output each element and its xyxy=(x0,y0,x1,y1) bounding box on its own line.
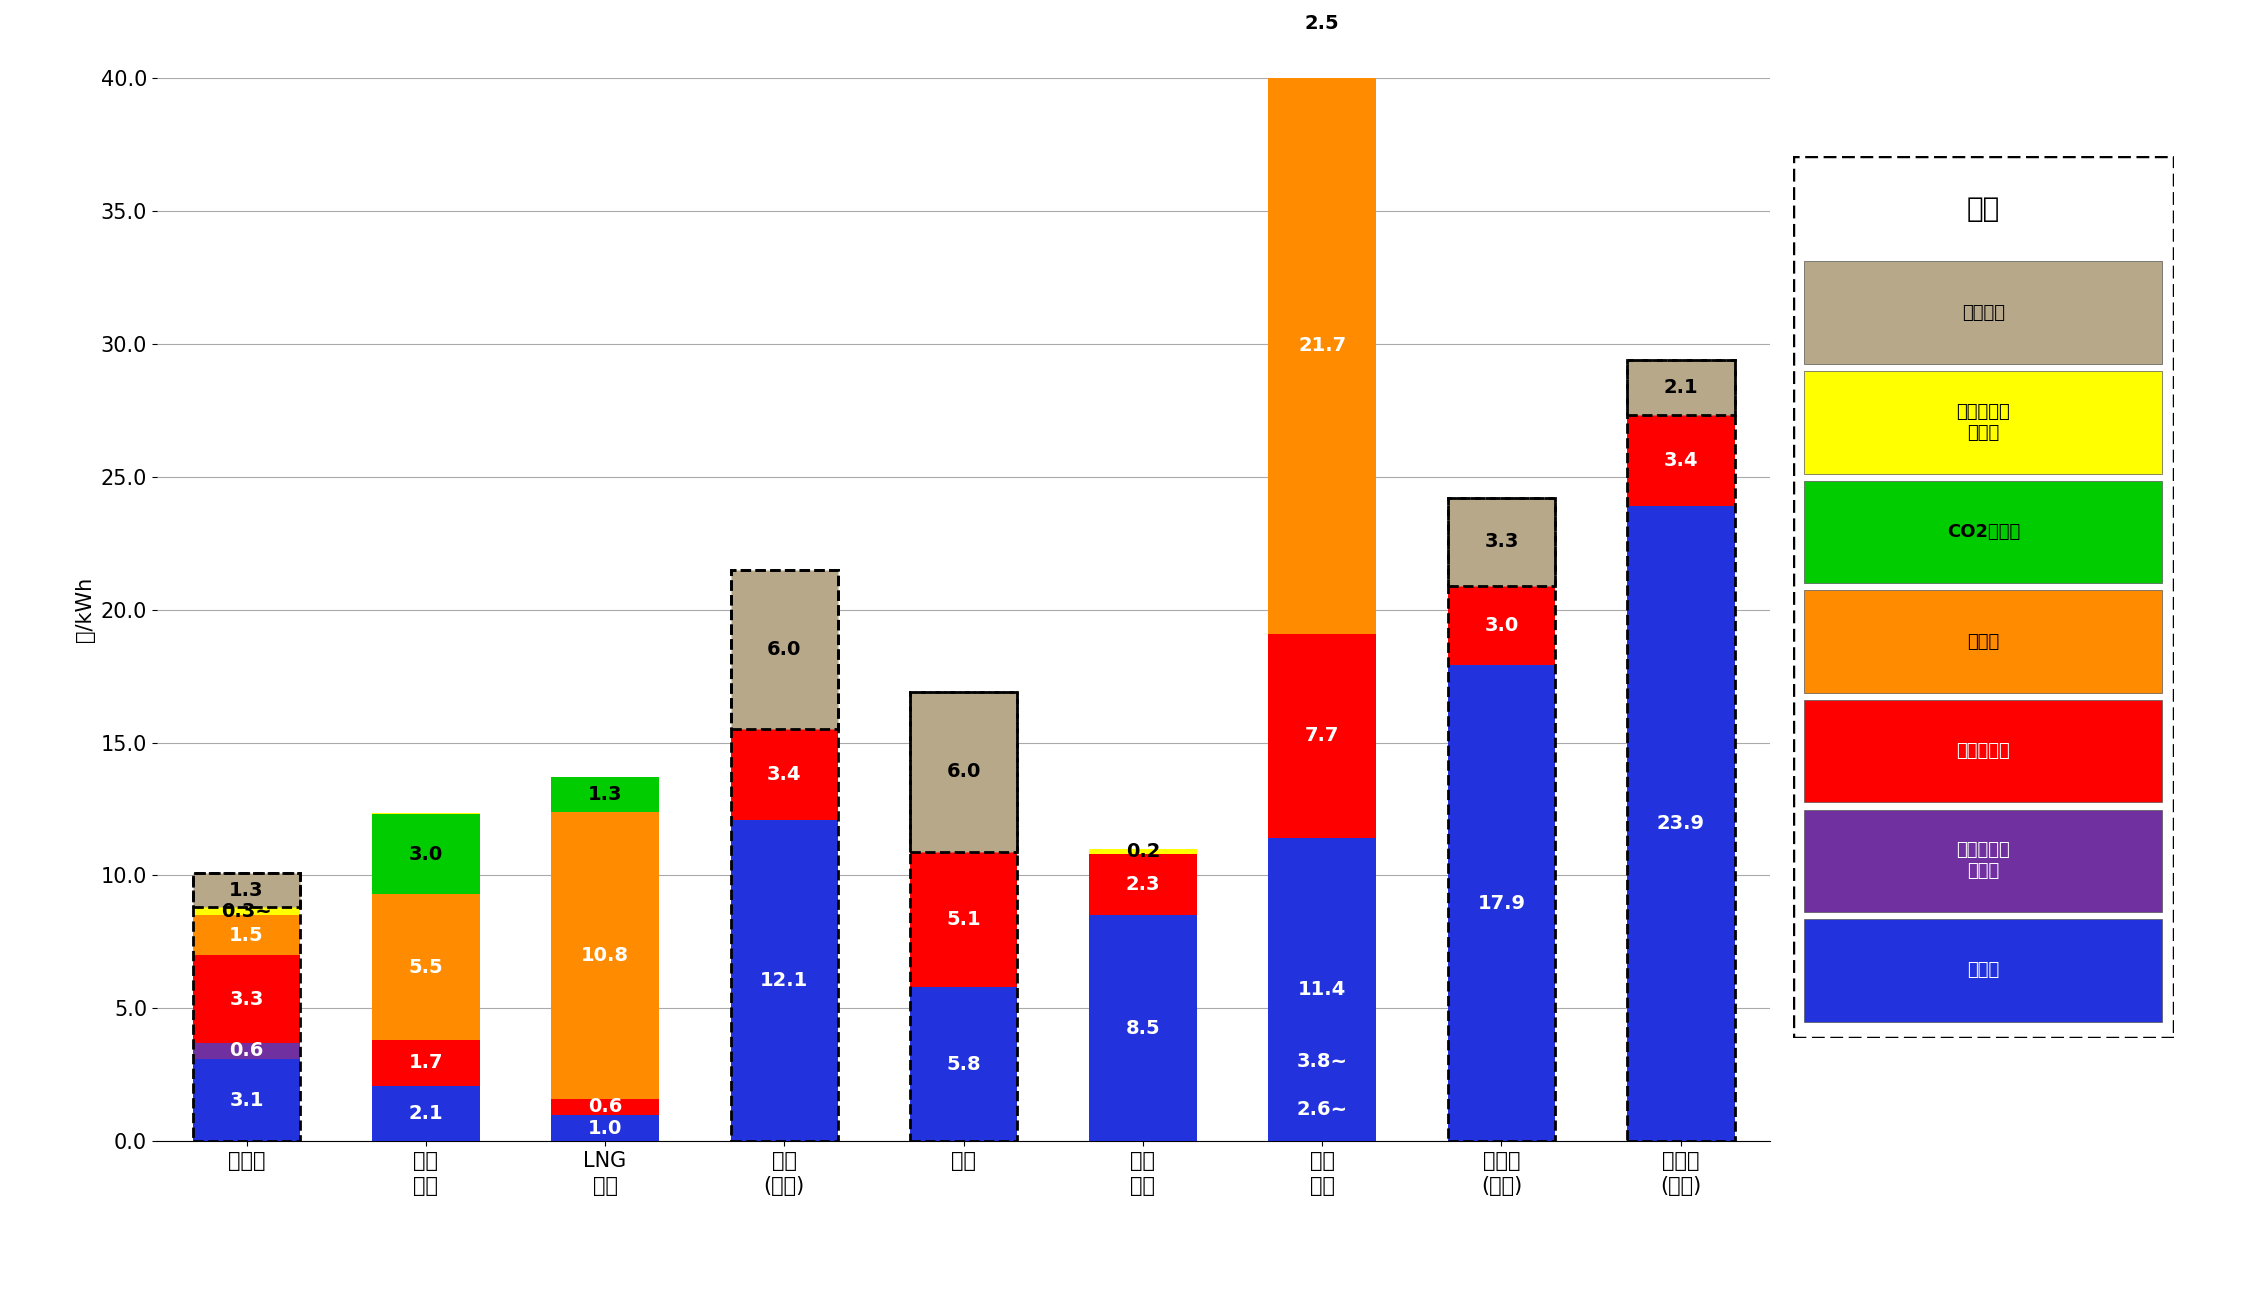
Bar xyxy=(193,908,300,916)
Bar xyxy=(551,1099,659,1115)
Bar xyxy=(193,955,300,1043)
Bar xyxy=(1268,0,1376,57)
Bar xyxy=(372,1086,480,1141)
Bar xyxy=(372,815,480,894)
Bar xyxy=(1089,850,1197,855)
Text: 3.4: 3.4 xyxy=(766,765,802,783)
Bar xyxy=(372,1040,480,1086)
Bar xyxy=(1804,481,2163,584)
Bar xyxy=(1804,920,2163,1022)
Bar xyxy=(1627,415,1735,506)
Text: 2.5: 2.5 xyxy=(1304,14,1340,32)
Bar xyxy=(551,777,659,812)
Bar xyxy=(1804,700,2163,803)
Bar xyxy=(193,1058,300,1141)
Text: 6.0: 6.0 xyxy=(946,763,982,781)
Text: 0.6: 0.6 xyxy=(587,1097,623,1117)
Text: 0.3~: 0.3~ xyxy=(222,901,271,921)
Bar xyxy=(1627,506,1735,1141)
Bar xyxy=(1089,855,1197,916)
Text: 3.1: 3.1 xyxy=(229,1091,264,1110)
Bar xyxy=(910,693,1017,852)
Text: 運転維持費: 運転維持費 xyxy=(1956,742,2010,760)
Text: 21.7: 21.7 xyxy=(1298,336,1347,354)
Text: 追加的安全
対策費: 追加的安全 対策費 xyxy=(1956,842,2010,881)
Text: 1.3: 1.3 xyxy=(587,785,623,804)
Bar xyxy=(1268,838,1376,1141)
Text: 燃料費: 燃料費 xyxy=(1968,633,1999,651)
Bar xyxy=(731,729,838,820)
Bar xyxy=(910,987,1017,1141)
Bar xyxy=(193,1043,300,1058)
Text: 2.1: 2.1 xyxy=(408,1104,444,1123)
Bar xyxy=(1448,665,1555,1141)
Text: 11.4: 11.4 xyxy=(1298,981,1347,999)
Text: 17.9: 17.9 xyxy=(1477,894,1526,913)
Bar xyxy=(1089,916,1197,1141)
Bar xyxy=(1448,498,1555,586)
Bar xyxy=(910,693,1017,1141)
Bar xyxy=(372,894,480,1040)
Bar xyxy=(1804,809,2163,912)
Text: 3.0: 3.0 xyxy=(408,844,444,864)
Bar xyxy=(731,569,838,1141)
Bar xyxy=(1804,262,2163,364)
Text: 12.1: 12.1 xyxy=(760,971,809,990)
Bar xyxy=(1268,57,1376,633)
Bar xyxy=(1268,633,1376,838)
Text: 23.9: 23.9 xyxy=(1656,815,1705,833)
Bar xyxy=(1627,359,1735,415)
Text: 1.7: 1.7 xyxy=(408,1053,444,1073)
Text: 3.4: 3.4 xyxy=(1663,451,1699,471)
Text: 凡例: 凡例 xyxy=(1968,196,1999,223)
Text: 3.8~: 3.8~ xyxy=(1298,1052,1347,1071)
Bar xyxy=(1627,359,1735,1141)
Text: 3.0: 3.0 xyxy=(1484,616,1519,636)
Text: 0.6: 0.6 xyxy=(229,1041,264,1061)
Text: 2.6~: 2.6~ xyxy=(1298,1100,1347,1119)
Text: 事故リスク
対応費: 事故リスク 対応費 xyxy=(1956,403,2010,442)
Text: 政策経費: 政策経費 xyxy=(1961,303,2006,322)
Text: 5.5: 5.5 xyxy=(408,957,444,977)
Y-axis label: 円/kWh: 円/kWh xyxy=(76,577,94,642)
Bar xyxy=(193,916,300,955)
Text: 8.5: 8.5 xyxy=(1125,1019,1161,1038)
Text: 3.3: 3.3 xyxy=(229,990,264,1009)
Bar xyxy=(1448,586,1555,665)
Text: 6.0: 6.0 xyxy=(766,639,802,659)
Bar xyxy=(1448,498,1555,1141)
Text: 1.0: 1.0 xyxy=(587,1118,623,1137)
Bar xyxy=(731,820,838,1141)
Text: 7.7: 7.7 xyxy=(1304,726,1340,746)
Text: 10.8: 10.8 xyxy=(580,946,630,965)
Text: CO2対策費: CO2対策費 xyxy=(1947,523,2019,541)
Bar xyxy=(551,1115,659,1141)
Bar xyxy=(731,569,838,729)
Text: 2.1: 2.1 xyxy=(1663,379,1699,397)
Bar xyxy=(910,852,1017,987)
Text: 1.5: 1.5 xyxy=(229,926,264,944)
Text: 5.8: 5.8 xyxy=(946,1054,982,1074)
Bar xyxy=(1804,371,2163,473)
Bar xyxy=(193,873,300,1141)
Text: 0.2: 0.2 xyxy=(1125,842,1161,861)
Text: 1.3: 1.3 xyxy=(229,881,264,900)
Text: 5.1: 5.1 xyxy=(946,910,982,929)
Bar xyxy=(193,873,300,908)
Text: 2.3: 2.3 xyxy=(1125,875,1161,894)
Bar xyxy=(1804,590,2163,693)
Bar xyxy=(551,812,659,1099)
Text: 資本費: 資本費 xyxy=(1968,961,1999,979)
Text: 3.3: 3.3 xyxy=(1484,532,1519,551)
